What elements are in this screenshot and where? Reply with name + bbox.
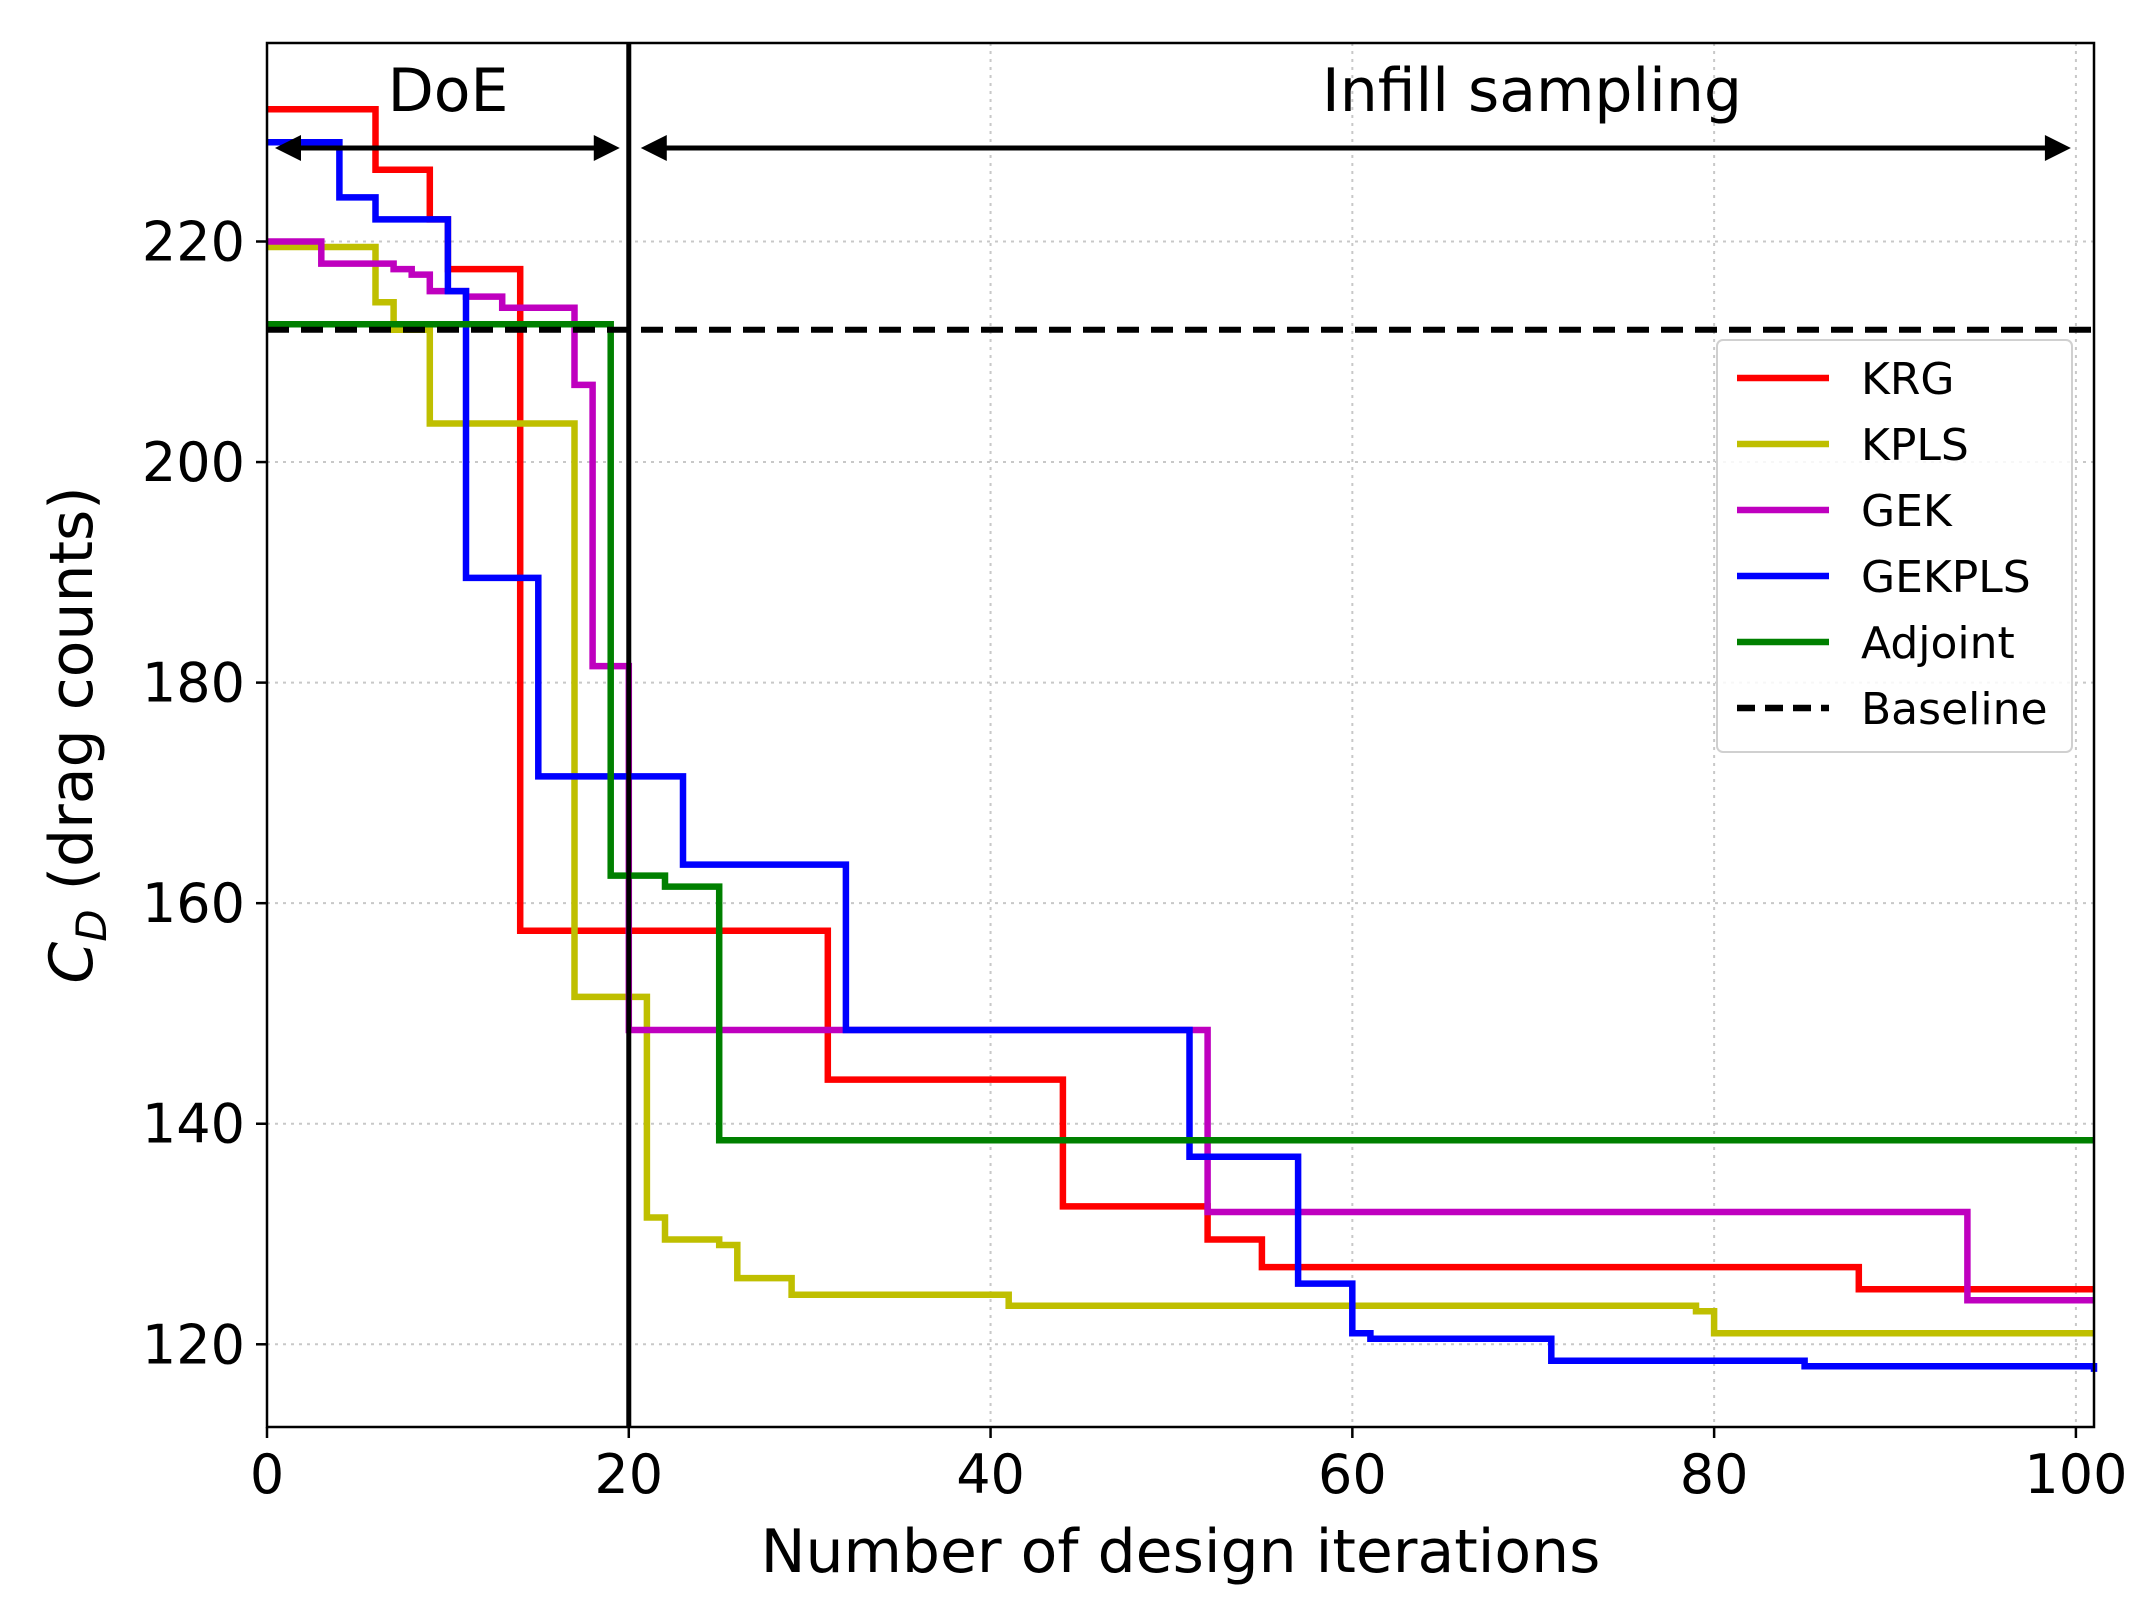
x-axis-title: Number of design iterations bbox=[761, 1517, 1601, 1587]
legend-label-krg: KRG bbox=[1861, 354, 1955, 405]
y-tick-label: 200 bbox=[142, 431, 245, 494]
y-axis-title-rest: (drag counts) bbox=[37, 486, 107, 909]
x-tick-label: 20 bbox=[594, 1443, 663, 1506]
series-gekpls-line bbox=[267, 139, 2098, 1372]
series-lines bbox=[267, 105, 2098, 1372]
y-tick-label: 120 bbox=[142, 1313, 245, 1376]
legend-label-gekpls: GEKPLS bbox=[1861, 552, 2031, 603]
y-tick-label: 160 bbox=[142, 872, 245, 935]
series-kpls-line bbox=[267, 243, 2094, 1337]
x-tick-label: 0 bbox=[250, 1443, 284, 1506]
infill-arrow-left-head bbox=[640, 135, 667, 161]
infill-arrow-right-head bbox=[2044, 135, 2071, 161]
annotations: DoE Infill sampling bbox=[275, 43, 2071, 1427]
y-tick-label: 180 bbox=[142, 652, 245, 715]
series-adjoint-line bbox=[267, 320, 2094, 1144]
y-tick-label: 140 bbox=[142, 1093, 245, 1156]
y-tick-label: 220 bbox=[142, 211, 245, 274]
y-axis-title-sub: D bbox=[67, 909, 116, 941]
legend-label-kpls: KPLS bbox=[1861, 420, 1969, 471]
infill-label: Infill sampling bbox=[1322, 56, 1742, 126]
doe-label: DoE bbox=[388, 56, 509, 126]
axis-ticks: 0 20 40 60 80 100 120 140 160 180 200 220 bbox=[142, 211, 2128, 1506]
y-axis-title: CD (drag counts) bbox=[37, 486, 116, 983]
legend-label-baseline: Baseline bbox=[1861, 684, 2048, 735]
legend-label-gek: GEK bbox=[1861, 486, 1953, 537]
x-tick-label: 80 bbox=[1680, 1443, 1749, 1506]
x-tick-label: 100 bbox=[2024, 1443, 2127, 1506]
doe-arrow-right-head bbox=[593, 135, 620, 161]
series-krg-line bbox=[267, 105, 2094, 1293]
doe-arrow-left-head bbox=[275, 135, 301, 161]
legend-label-adjoint: Adjoint bbox=[1861, 618, 2015, 669]
doe-arrow bbox=[275, 135, 620, 161]
x-tick-label: 40 bbox=[956, 1443, 1025, 1506]
series-gek-line bbox=[267, 238, 2094, 1304]
legend: KRG KPLS GEK GEKPLS Adjoint Baseline bbox=[1716, 339, 2073, 753]
y-axis-title-main: C bbox=[37, 942, 107, 984]
x-tick-label: 60 bbox=[1318, 1443, 1387, 1506]
infill-arrow bbox=[640, 135, 2071, 161]
plot-frame bbox=[265, 41, 2096, 1429]
